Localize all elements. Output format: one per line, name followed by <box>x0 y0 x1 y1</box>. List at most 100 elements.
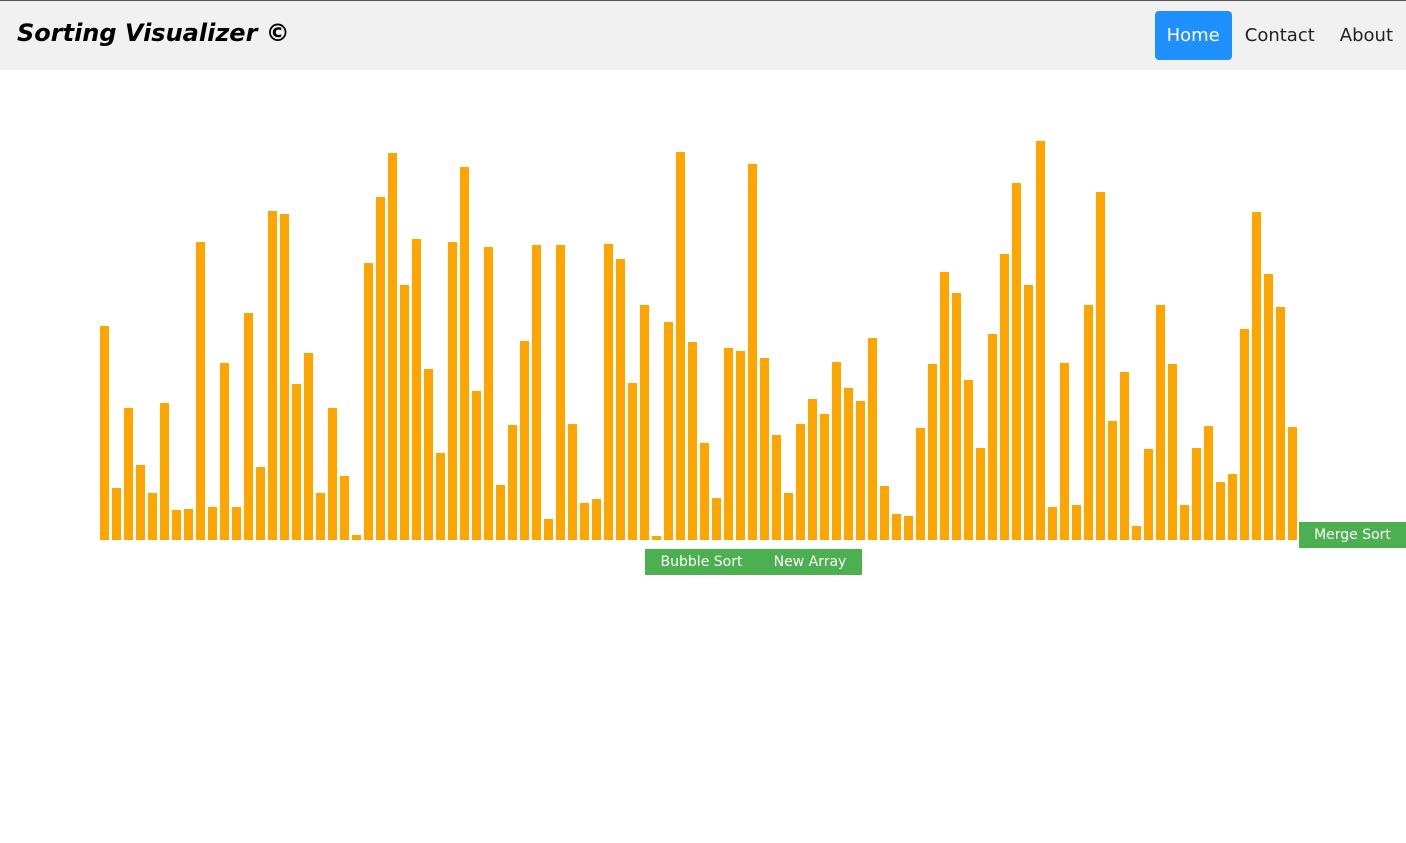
array-bar <box>664 322 673 540</box>
array-bar <box>844 388 853 540</box>
bubble-sort-button[interactable]: Bubble Sort <box>645 549 758 575</box>
array-bar <box>532 245 541 540</box>
array-bar <box>796 424 805 540</box>
array-bar <box>892 514 901 540</box>
array-bar <box>364 263 373 540</box>
array-bar <box>304 353 313 540</box>
array-bar <box>940 272 949 540</box>
array-bar <box>340 476 349 540</box>
array-bar <box>736 351 745 540</box>
array-bar <box>700 443 709 540</box>
array-bar <box>1132 526 1141 540</box>
new-array-button[interactable]: New Array <box>758 549 862 575</box>
array-bar <box>1276 307 1285 540</box>
array-bar <box>1192 448 1201 540</box>
array-bar <box>100 326 109 540</box>
array-bar <box>988 334 997 540</box>
array-bar <box>652 536 661 540</box>
array-bar <box>964 380 973 540</box>
array-bar <box>568 424 577 540</box>
array-bar <box>1036 141 1045 540</box>
array-bar <box>676 152 685 540</box>
array-bar <box>784 493 793 540</box>
array-bar <box>124 408 133 540</box>
array-bar <box>484 247 493 540</box>
array-bar <box>1288 427 1297 540</box>
array-bar <box>1156 305 1165 540</box>
array-bar <box>628 383 637 540</box>
array-bar <box>196 242 205 540</box>
array-bar <box>1024 285 1033 540</box>
array-bar <box>1168 364 1177 540</box>
array-bar <box>496 485 505 540</box>
array-bar <box>208 507 217 540</box>
top-navbar: Sorting Visualizer © Home Contact About <box>0 0 1406 70</box>
array-bar <box>460 167 469 540</box>
array-bar <box>904 516 913 540</box>
array-bar <box>352 535 361 540</box>
array-bar <box>280 214 289 540</box>
array-bar <box>1228 474 1237 540</box>
array-bar <box>316 493 325 540</box>
nav-contact-link[interactable]: Contact <box>1244 25 1315 46</box>
array-bar <box>436 453 445 540</box>
array-bar <box>1096 192 1105 540</box>
array-bar <box>412 239 421 540</box>
array-bar <box>112 488 121 540</box>
array-bar <box>1108 421 1117 540</box>
array-bar <box>556 245 565 540</box>
array-bar <box>1084 305 1093 540</box>
nav-about-link[interactable]: About <box>1339 25 1393 46</box>
array-bar <box>172 510 181 540</box>
array-bar <box>1204 426 1213 540</box>
array-bar <box>616 259 625 540</box>
array-bar <box>1120 372 1129 540</box>
app-title: Sorting Visualizer © <box>17 19 290 47</box>
nav-home-link[interactable]: Home <box>1154 11 1232 60</box>
array-bar <box>1060 363 1069 540</box>
array-bar <box>472 391 481 540</box>
array-bar <box>520 341 529 540</box>
array-bar <box>256 467 265 540</box>
array-bar <box>508 425 517 540</box>
array-bar <box>724 348 733 540</box>
array-bar <box>592 499 601 540</box>
array-bar <box>388 153 397 540</box>
array-bar <box>748 164 757 540</box>
merge-sort-button[interactable]: Merge Sort <box>1299 522 1406 548</box>
array-bar <box>1216 482 1225 540</box>
array-bar <box>424 369 433 540</box>
array-bar <box>376 197 385 540</box>
array-bar <box>808 399 817 540</box>
array-bar <box>1072 505 1081 540</box>
array-bar <box>232 507 241 540</box>
array-bar <box>688 342 697 540</box>
array-bar <box>712 498 721 540</box>
array-bar <box>328 408 337 540</box>
array-bar <box>976 448 985 540</box>
array-bar <box>856 401 865 540</box>
array-bar <box>604 244 613 540</box>
array-bar <box>544 519 553 540</box>
array-bar <box>820 414 829 540</box>
array-bar <box>136 465 145 540</box>
array-bar <box>1240 329 1249 540</box>
array-bar <box>832 362 841 540</box>
nav-links: Home Contact About <box>1154 11 1406 60</box>
array-bar <box>928 364 937 540</box>
array-bar <box>916 428 925 540</box>
array-bar <box>1264 274 1273 540</box>
array-bar <box>1000 254 1009 540</box>
array-bar <box>640 305 649 540</box>
array-bar <box>220 363 229 540</box>
array-bar <box>1048 507 1057 540</box>
array-bar <box>772 435 781 540</box>
array-bar <box>1144 449 1153 540</box>
array-bar <box>580 503 589 540</box>
array-bar <box>400 285 409 540</box>
array-bar <box>1180 505 1189 540</box>
array-bar <box>148 493 157 540</box>
array-bar <box>760 358 769 540</box>
array-bar <box>1252 212 1261 540</box>
